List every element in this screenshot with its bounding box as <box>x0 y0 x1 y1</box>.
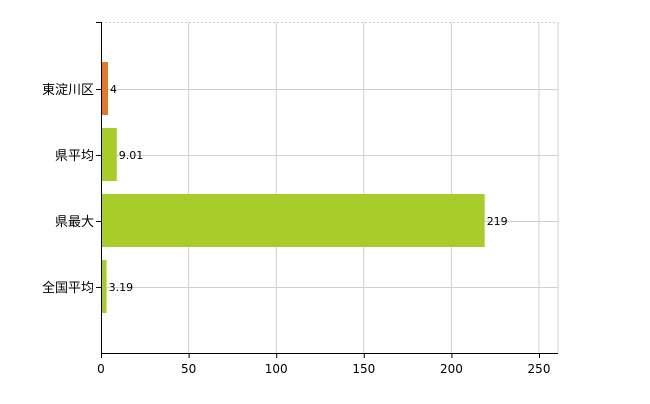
x-tick-label: 250 <box>528 362 551 376</box>
data-label-4: 3.19 <box>109 281 134 294</box>
x-tick-label: 150 <box>352 362 375 376</box>
bar-2 <box>101 128 117 181</box>
category-label-4: 全国平均 <box>42 280 94 296</box>
data-label-1: 4 <box>110 83 117 96</box>
category-label-3: 県最大 <box>55 215 94 230</box>
category-label-1: 東淀川区 <box>42 82 94 98</box>
bar-1 <box>101 62 109 115</box>
x-tick-label: 0 <box>97 362 105 376</box>
category-label-2: 県平均 <box>55 149 94 164</box>
x-tick-label: 50 <box>181 362 196 376</box>
bar-4 <box>101 260 107 313</box>
data-label-2: 9.01 <box>119 149 144 162</box>
x-tick-label: 200 <box>440 362 463 376</box>
bar-3 <box>101 194 485 247</box>
x-tick-label: 100 <box>265 362 288 376</box>
data-label-3: 219 <box>487 215 508 228</box>
